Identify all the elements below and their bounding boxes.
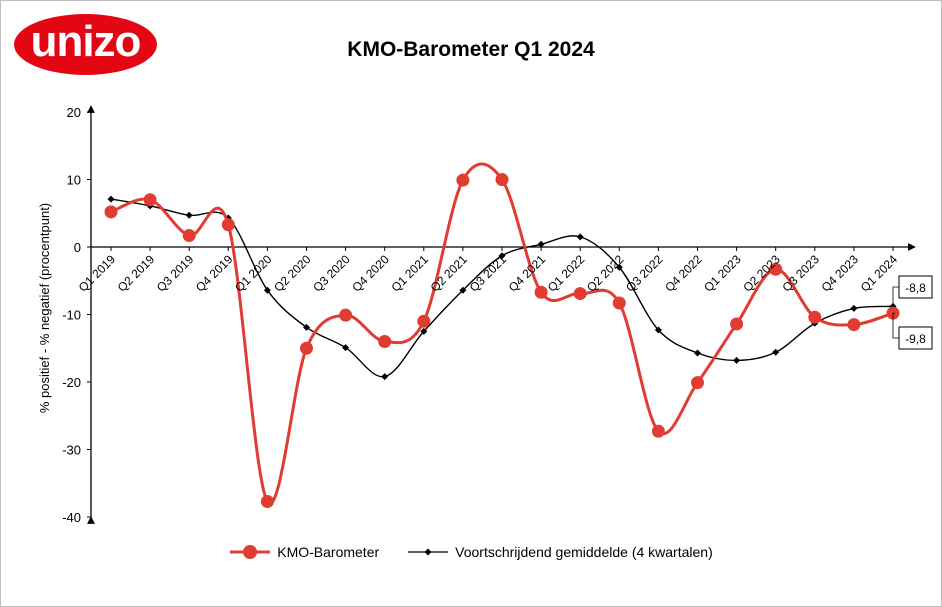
y-axis-label: % positief - % negatief (procentpunt) [37,203,52,413]
annotation-box [898,326,933,350]
logo-text: unizo [30,16,142,66]
annotation-label: -9,8 [905,332,926,346]
average-point [381,373,389,381]
x-tick-label: Q4 2023 [819,252,862,295]
barometer-point [456,173,470,187]
x-tick-label: Q4 2019 [193,252,236,295]
legend-swatch-barometer [230,545,271,559]
x-tick-label: Q1 2021 [388,252,431,295]
average-point [615,263,623,271]
legend: KMO-Barometer Voortschrijdend gemiddelde… [0,541,942,563]
unizo-logo: unizo [14,14,157,75]
barometer-point [808,310,822,324]
axes: -40 -30 -20 -10 0 10 20 [62,105,916,525]
average-point [733,356,741,364]
x-tick-label: Q1 2023 [701,252,744,295]
barometer-point [221,218,235,232]
x-tick-label: Q3 2019 [154,252,197,295]
x-tick-label: Q4 2020 [349,252,392,295]
x-tick-label: Q2 2020 [271,252,314,295]
x-tick-label: Q2 2022 [584,252,627,295]
x-tick-label: Q2 2019 [115,252,158,295]
average-point [107,195,115,203]
average-point [498,252,506,260]
average-point [185,211,193,219]
barometer-point [847,318,861,332]
annotation-leader [892,286,899,307]
series-barometer [104,162,900,508]
legend-item-average: Voortschrijdend gemiddelde (4 kwartalen) [407,544,713,560]
y-tick-label: 10 [67,173,81,188]
x-tick-label: Q3 2022 [623,252,666,295]
y-tick-label: -10 [62,308,81,323]
average-point [342,344,350,352]
x-tick-label: Q3 2020 [310,252,353,295]
x-tick-label: Q4 2022 [662,252,705,295]
barometer-point [769,262,783,276]
barometer-point [104,205,118,219]
x-tick-label: Q1 2024 [858,252,901,295]
annotation-box [898,275,933,299]
annotation-leader [892,312,899,339]
legend-item-barometer: KMO-Barometer [229,544,379,560]
average-point [303,323,310,331]
barometer-point [378,335,392,348]
annotation-label: -8,8 [905,281,926,295]
x-tick-label: Q1 2019 [76,252,119,295]
average-point [654,326,662,334]
y-tick-label: -30 [62,443,81,458]
barometer-point [730,317,744,331]
barometer-point [651,424,665,438]
average-point [420,327,428,335]
average-point [772,348,780,356]
barometer-point [417,314,431,328]
annotations: -8,8 -9,8 [892,275,933,350]
legend-swatch-average [408,548,449,556]
y-tick-label: 20 [67,105,81,120]
y-tick-label: -20 [62,375,81,390]
chart-title: KMO-Barometer Q1 2024 [347,38,595,61]
barometer-point [260,494,274,508]
average-point [263,286,271,294]
legend-label-barometer: KMO-Barometer [277,544,380,560]
barometer-point [534,285,548,299]
barometer-point [182,229,196,243]
y-tick-label: 0 [74,240,81,255]
barometer-point [143,193,157,207]
average-point [850,304,858,312]
average-point [576,233,584,241]
barometer-point [495,173,509,186]
average-point [694,349,701,357]
x-tick-label: Q3 2021 [467,252,510,295]
average-point [459,286,467,294]
barometer-line [110,162,894,505]
legend-label-average: Voortschrijdend gemiddelde (4 kwartalen) [455,544,713,560]
average-point [537,240,545,248]
y-tick-label: -40 [62,510,81,525]
barometer-point [339,308,353,322]
barometer-point [300,341,313,355]
barometer-point [691,376,704,390]
barometer-point [612,296,626,310]
barometer-point [573,287,587,301]
